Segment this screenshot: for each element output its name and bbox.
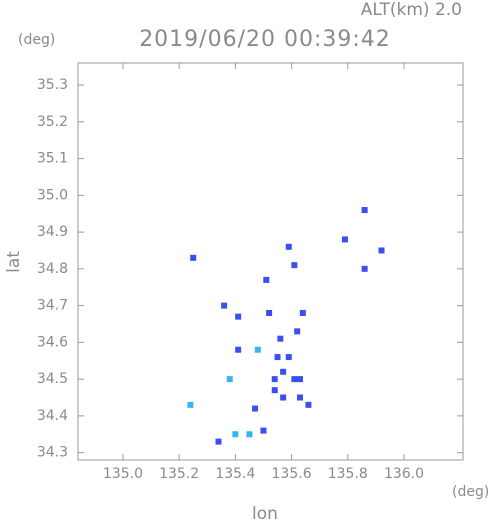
- echo-point: [263, 276, 270, 283]
- echo-point: [252, 405, 259, 412]
- x-tick-label: 135.6: [272, 466, 312, 482]
- echo-point: [280, 394, 287, 401]
- echo-point: [285, 243, 292, 250]
- echo-point: [280, 368, 287, 375]
- x-tick-label: 135.8: [328, 466, 368, 482]
- echo-point: [305, 401, 312, 408]
- x-tick-label: 135.4: [215, 466, 255, 482]
- echo-point: [291, 262, 298, 269]
- x-tick-label: 136.0: [384, 466, 424, 482]
- echo-point: [235, 313, 242, 320]
- x-axis-label: lon: [252, 504, 278, 521]
- x-unit: (deg): [452, 484, 489, 500]
- echo-point: [271, 376, 278, 383]
- echo-point: [299, 309, 306, 316]
- echo-point: [378, 247, 385, 254]
- echo-point: [221, 302, 228, 309]
- y-tick-label: 35.3: [37, 77, 68, 93]
- echo-point: [254, 346, 261, 353]
- y-tick-label: 34.4: [37, 408, 68, 424]
- echo-point: [341, 236, 348, 243]
- y-axis-label: lat: [4, 251, 24, 273]
- echo-point: [361, 265, 368, 272]
- echo-point: [294, 328, 301, 335]
- y-tick-label: 35.1: [37, 151, 68, 167]
- echo-point: [291, 376, 298, 383]
- x-tick-label: 135.0: [103, 466, 143, 482]
- echo-point: [361, 207, 368, 214]
- subtitle: ALT(km) 2.0: [361, 0, 462, 20]
- echo-point: [277, 335, 284, 342]
- y-tick-label: 35.0: [37, 187, 68, 203]
- echo-point: [297, 394, 304, 401]
- y-unit: (deg): [18, 32, 55, 48]
- plot-frame: [77, 62, 464, 461]
- x-tick-label: 135.2: [159, 466, 199, 482]
- echo-point: [271, 387, 278, 394]
- echo-point: [226, 376, 233, 383]
- chart-title: 2019/06/20 00:39:42: [139, 27, 391, 52]
- echo-point: [246, 431, 253, 438]
- y-tick-label: 34.3: [37, 445, 68, 461]
- y-tick-label: 34.9: [37, 224, 68, 240]
- y-tick-label: 35.2: [37, 114, 68, 130]
- y-tick-label: 34.7: [37, 298, 68, 314]
- echo-point: [215, 438, 222, 445]
- echo-point: [187, 401, 194, 408]
- echo-point: [266, 309, 273, 316]
- y-tick-label: 34.5: [37, 371, 68, 387]
- echo-point: [260, 427, 267, 434]
- echo-point: [232, 431, 239, 438]
- y-tick-label: 34.6: [37, 334, 68, 350]
- echo-point: [285, 354, 292, 361]
- echo-point: [235, 346, 242, 353]
- echo-point: [190, 254, 197, 261]
- y-tick-label: 34.8: [37, 261, 68, 277]
- echo-point: [274, 354, 281, 361]
- echo-point: [297, 376, 304, 383]
